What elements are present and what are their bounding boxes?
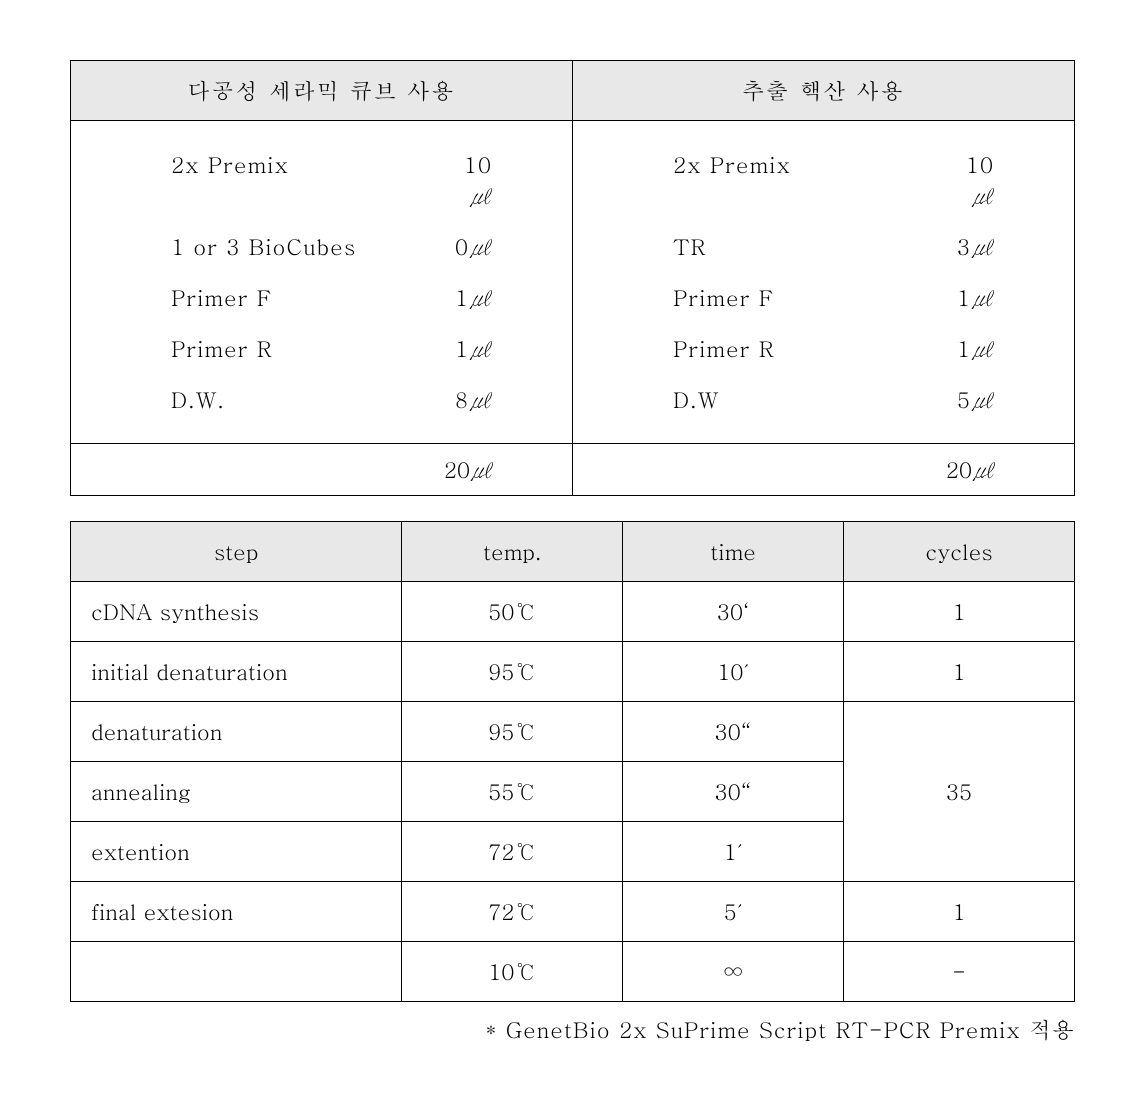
table-row: 다공성 세라믹 큐브 사용 추출 핵산 사용 xyxy=(71,61,1075,121)
list-item: Primer F1㎕ xyxy=(673,272,1034,323)
reagent-volume: 0㎕ xyxy=(442,231,532,262)
pcr-step: initial denaturation xyxy=(71,642,402,702)
mix-left-total: 20㎕ xyxy=(71,454,572,485)
list-item: 2x Premix10㎕ xyxy=(673,139,1034,221)
pcr-step: cDNA synthesis xyxy=(71,582,402,642)
pcr-temp: 72℃ xyxy=(402,822,623,882)
pcr-cycles: - xyxy=(844,942,1075,1002)
reagent-volume: 1㎕ xyxy=(944,333,1034,364)
reagent-volume: 10㎕ xyxy=(944,149,1034,211)
pcr-time: 10′ xyxy=(623,642,844,702)
reagent-label: TR xyxy=(673,231,944,262)
pcr-temp: 72℃ xyxy=(402,882,623,942)
pcr-time: 5′ xyxy=(623,882,844,942)
reagent-label: Primer F xyxy=(171,282,442,313)
reagent-label: 2x Premix xyxy=(673,149,944,211)
list-item: 2x Premix10㎕ xyxy=(171,139,532,221)
table-row: 10℃ ∞ - xyxy=(71,942,1075,1002)
pcr-time: 1′ xyxy=(623,822,844,882)
list-item: 1 or 3 BioCubes0㎕ xyxy=(171,221,532,272)
list-item: Primer R1㎕ xyxy=(673,323,1034,374)
table-row: final extesion 72℃ 5′ 1 xyxy=(71,882,1075,942)
mix-right-body: 2x Premix10㎕ TR3㎕ Primer F1㎕ Primer R1㎕ … xyxy=(573,121,1074,443)
reagent-label: D.W. xyxy=(171,384,442,415)
pcr-step xyxy=(71,942,402,1002)
pcr-cycles: 1 xyxy=(844,582,1075,642)
pcr-time: 30“ xyxy=(623,702,844,762)
pcr-cycling-table: step temp. time cycles cDNA synthesis 50… xyxy=(70,521,1075,1002)
reagent-label: 1 or 3 BioCubes xyxy=(171,231,442,262)
table-row: cDNA synthesis 50℃ 30‘ 1 xyxy=(71,582,1075,642)
pcr-temp: 95℃ xyxy=(402,642,623,702)
pcr-time: 30“ xyxy=(623,762,844,822)
reagent-volume: 1㎕ xyxy=(944,282,1034,313)
pcr-cycles: 1 xyxy=(844,642,1075,702)
pcr-temp: 50℃ xyxy=(402,582,623,642)
pcr-header-step: step xyxy=(71,522,402,582)
total-volume: 20㎕ xyxy=(944,454,1034,485)
reagent-volume: 10㎕ xyxy=(442,149,532,211)
pcr-step: extention xyxy=(71,822,402,882)
pcr-step: final extesion xyxy=(71,882,402,942)
reagent-volume: 3㎕ xyxy=(944,231,1034,262)
reagent-volume: 8㎕ xyxy=(442,384,532,415)
pcr-time: 30‘ xyxy=(623,582,844,642)
pcr-time: ∞ xyxy=(623,942,844,1002)
reagent-label: Primer R xyxy=(171,333,442,364)
pcr-temp: 10℃ xyxy=(402,942,623,1002)
pcr-cycles: 1 xyxy=(844,882,1075,942)
list-item: Primer R1㎕ xyxy=(171,323,532,374)
reagent-label: Primer F xyxy=(673,282,944,313)
reaction-mix-table: 다공성 세라믹 큐브 사용 추출 핵산 사용 2x Premix10㎕ 1 or… xyxy=(70,60,1075,496)
reagent-label: Primer R xyxy=(673,333,944,364)
reagent-label: D.W xyxy=(673,384,944,415)
table-row: 2x Premix10㎕ 1 or 3 BioCubes0㎕ Primer F1… xyxy=(71,121,1075,444)
footnote: * GenetBio 2x SuPrime Script RT-PCR Prem… xyxy=(70,1014,1075,1045)
pcr-header-time: time xyxy=(623,522,844,582)
mix-left-header: 다공성 세라믹 큐브 사용 xyxy=(71,61,573,121)
table-row: initial denaturation 95℃ 10′ 1 xyxy=(71,642,1075,702)
reagent-volume: 5㎕ xyxy=(944,384,1034,415)
pcr-step: annealing xyxy=(71,762,402,822)
pcr-temp: 95℃ xyxy=(402,702,623,762)
pcr-cycles: 35 xyxy=(844,702,1075,882)
pcr-step: denaturation xyxy=(71,702,402,762)
pcr-header-cycles: cycles xyxy=(844,522,1075,582)
list-item: D.W.8㎕ xyxy=(171,374,532,425)
list-item: TR3㎕ xyxy=(673,221,1034,272)
reagent-volume: 1㎕ xyxy=(442,333,532,364)
reagent-label: 2x Premix xyxy=(171,149,442,211)
table-row: denaturation 95℃ 30“ 35 xyxy=(71,702,1075,762)
mix-left-body: 2x Premix10㎕ 1 or 3 BioCubes0㎕ Primer F1… xyxy=(71,121,572,443)
pcr-temp: 55℃ xyxy=(402,762,623,822)
mix-right-total: 20㎕ xyxy=(573,454,1074,485)
table-row: 20㎕ 20㎕ xyxy=(71,444,1075,496)
mix-right-header: 추출 핵산 사용 xyxy=(573,61,1075,121)
table-row: step temp. time cycles xyxy=(71,522,1075,582)
total-volume: 20㎕ xyxy=(442,454,532,485)
list-item: Primer F1㎕ xyxy=(171,272,532,323)
list-item: D.W5㎕ xyxy=(673,374,1034,425)
pcr-header-temp: temp. xyxy=(402,522,623,582)
reagent-volume: 1㎕ xyxy=(442,282,532,313)
